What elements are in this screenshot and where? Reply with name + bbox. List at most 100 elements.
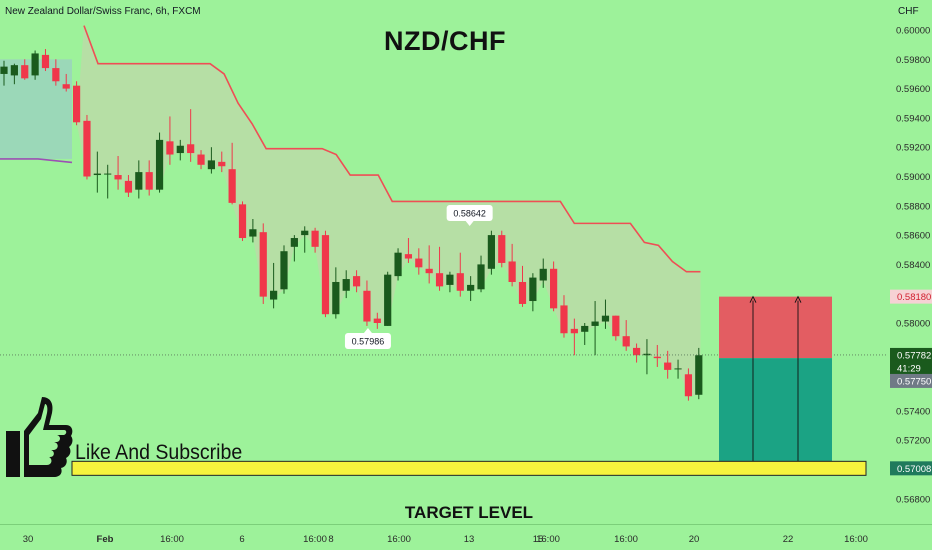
candle-bull: [487, 235, 495, 269]
candle-bull: [249, 229, 257, 237]
candle-bull: [695, 355, 703, 395]
candle-bull: [155, 139, 164, 190]
x-tick-label: 16:00: [387, 534, 411, 545]
x-tick-label: Feb: [97, 534, 114, 545]
candle-bear: [114, 175, 122, 180]
candle-bear: [518, 281, 527, 304]
y-tick-label: 0.58000: [896, 319, 930, 330]
target-level-bar: [71, 460, 867, 476]
x-tick-label: 16:00: [614, 534, 638, 545]
candle-bear: [83, 120, 91, 177]
x-tick-label: 15: [533, 534, 544, 545]
target-price-badge: 0.57008: [897, 464, 931, 475]
stop-zone: [719, 296, 832, 359]
candle-bear: [404, 254, 413, 259]
candle-bull: [591, 321, 599, 326]
candle-bear: [498, 235, 506, 263]
countdown-badge: 41:29: [897, 363, 921, 374]
upper-band-line: [83, 25, 701, 273]
x-tick-label: 8: [328, 534, 333, 545]
high-price-label: 0.58642: [453, 208, 486, 218]
x-tick-label: 16:00: [844, 534, 868, 545]
candle-bear: [62, 84, 70, 89]
high-callout-box: [446, 204, 493, 221]
candle-bear: [187, 144, 195, 154]
candle-bear: [52, 68, 60, 82]
countdown-badge-bg: [890, 360, 932, 375]
like-and-subscribe-text: Like And Subscribe: [75, 441, 243, 464]
candle-bear: [664, 362, 672, 370]
candle-bull: [0, 66, 8, 74]
y-tick-label: 0.57200: [896, 436, 930, 447]
candle-bear: [550, 268, 558, 309]
candle-bull: [467, 284, 475, 291]
symbol-info[interactable]: New Zealand Dollar/Swiss Franc, 6h, FXCM: [5, 6, 201, 17]
candle-bull: [280, 251, 288, 290]
candle-bull: [93, 173, 101, 176]
candle-bear: [228, 169, 236, 203]
prev-close-badge-bg: [890, 373, 932, 388]
candle-bear: [373, 318, 381, 323]
x-tick-label: 16:00: [303, 534, 327, 545]
arrow-head-up: [749, 295, 757, 303]
candle-bear: [508, 261, 516, 282]
candle-bull: [394, 252, 402, 277]
candle-bull: [446, 274, 454, 285]
candle-bear: [653, 356, 661, 359]
target-zone: [719, 358, 832, 469]
candle-bull: [207, 160, 215, 170]
left-band-area: [0, 59, 72, 159]
band-fill: [76, 25, 701, 397]
y-tick-label: 0.57400: [896, 406, 930, 417]
candle-bear: [259, 232, 267, 297]
y-tick-label: 0.59200: [896, 143, 930, 154]
candle-bull: [10, 65, 18, 76]
stop-price-badge: 0.58180: [897, 292, 931, 303]
candle-bear: [41, 54, 50, 69]
left-band-line: [0, 158, 73, 164]
x-tick-label: 6: [239, 534, 244, 545]
low-callout-pointer: [363, 328, 372, 334]
last-price-badge-bg: [890, 347, 932, 362]
candle-bear: [238, 204, 247, 239]
time-axis-separator: [0, 524, 932, 525]
y-tick-label: 0.56800: [896, 494, 930, 505]
y-tick-label: 0.58400: [896, 260, 930, 271]
target-price-badge-bg: [890, 461, 932, 476]
candle-bear: [425, 268, 433, 274]
x-tick-label: 16:00: [160, 534, 184, 545]
candle-bear: [21, 65, 29, 79]
candle-bear: [415, 258, 423, 268]
y-tick-label: 0.59800: [896, 55, 930, 66]
candle-bull: [290, 238, 298, 247]
stop-price-badge-bg: [890, 289, 932, 304]
candle-bull: [529, 277, 537, 302]
x-tick-label: 16:00: [536, 534, 560, 545]
candle-bear: [145, 172, 153, 190]
candle-bull: [643, 353, 651, 356]
x-tick-label: 20: [689, 534, 700, 545]
candle-bear: [570, 328, 578, 334]
y-tick-label: 0.59400: [896, 113, 930, 124]
y-tick-label: 0.59600: [896, 84, 930, 95]
candle-bear: [612, 315, 620, 337]
candle-bear: [321, 235, 330, 315]
candle-bull: [176, 145, 184, 154]
candle-bull: [581, 325, 589, 332]
candle-bear: [124, 180, 133, 193]
candle-bull: [270, 290, 278, 300]
x-tick-label: 13: [464, 534, 475, 545]
high-callout-pointer: [465, 220, 474, 226]
y-tick-label: 0.58800: [896, 201, 930, 212]
thumbs-up-icon: [6, 397, 73, 477]
candle-bull: [104, 173, 112, 175]
candle-bear: [311, 230, 319, 247]
last-price-badge: 0.57782: [897, 350, 931, 361]
candle-bear: [632, 347, 641, 356]
low-callout-box: [344, 333, 391, 350]
x-tick-label: 22: [783, 534, 794, 545]
candle-bear: [684, 374, 693, 397]
candle-bear: [435, 273, 444, 287]
